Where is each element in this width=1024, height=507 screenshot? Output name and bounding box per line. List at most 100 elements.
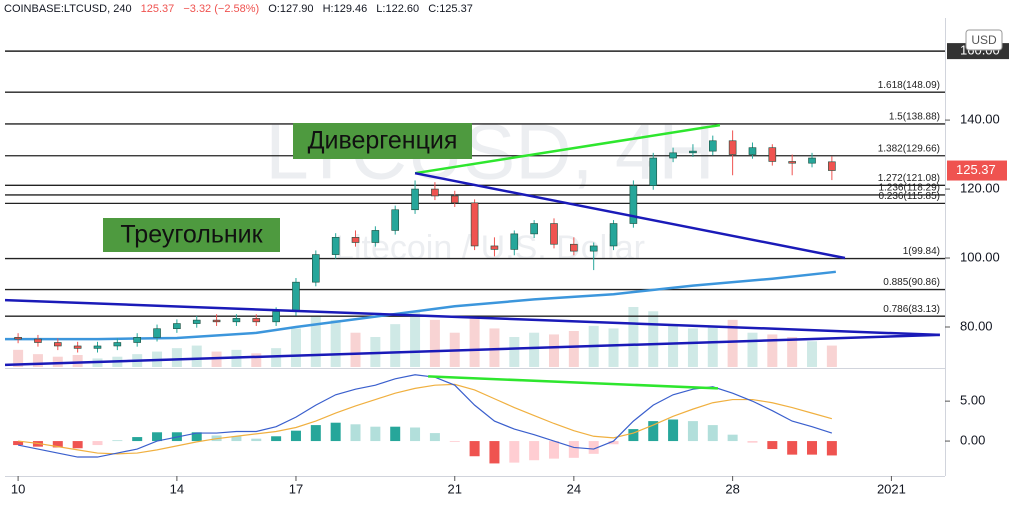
volume-bar <box>489 328 500 367</box>
macd-histogram-bar <box>271 436 282 442</box>
volume-bar <box>52 356 63 367</box>
volume-bar <box>529 332 540 367</box>
candle-body <box>748 147 757 155</box>
volume-bar <box>787 337 798 367</box>
volume-bar <box>191 345 202 367</box>
fib-label: 1(99.84) <box>903 246 940 257</box>
moving-average <box>5 270 836 341</box>
macd-histogram-bar <box>608 441 619 445</box>
annotation-text: Треугольник <box>120 221 263 249</box>
candle-body <box>788 161 796 164</box>
trendline <box>5 333 940 367</box>
fib-label: 1.618(148.09) <box>878 80 940 91</box>
macd-histogram-bar <box>469 441 480 457</box>
macd-histogram-bar <box>132 437 143 442</box>
macd-histogram-bar <box>509 441 520 463</box>
macd-histogram-bar <box>410 427 421 442</box>
volume-bar <box>251 353 262 367</box>
volume-bar <box>469 315 480 367</box>
candle-body <box>510 233 519 250</box>
macd-histogram-bar <box>112 440 123 442</box>
y-tick-label: 80.00 <box>960 318 993 333</box>
candle-body <box>93 345 102 349</box>
currency: USD <box>971 33 997 47</box>
x-tick-label: 21 <box>448 481 462 496</box>
macd-histogram-bar <box>648 421 659 442</box>
candle-body <box>133 337 141 343</box>
candle-body <box>272 311 280 323</box>
fib-label: 1.272(121.08) <box>878 173 940 184</box>
candle-body <box>173 323 181 330</box>
candle-body <box>609 223 618 247</box>
volume-bar <box>171 348 182 367</box>
last-price-label: 125.37 <box>956 162 996 177</box>
close: C:125.37 <box>428 3 473 15</box>
candle-body <box>808 157 816 164</box>
macd-histogram-bar <box>290 430 301 442</box>
fib-label: 0.885(90.86) <box>883 277 940 288</box>
x-tick-label: 14 <box>170 481 184 496</box>
annotation-text: Дивергенция <box>308 127 458 155</box>
candle-body <box>351 237 360 243</box>
candle-body <box>470 202 479 247</box>
candle-body <box>192 319 201 324</box>
macd-y-tick-label: 5.00 <box>960 393 985 408</box>
volume-bar <box>826 345 837 367</box>
candle-body <box>450 195 459 204</box>
macd-histogram-bar <box>628 429 639 442</box>
volume-bar <box>390 324 401 367</box>
volume-bar <box>687 328 698 367</box>
x-tick-label: 10 <box>11 481 25 496</box>
candle-body <box>728 140 737 155</box>
macd-histogram-bar <box>529 441 540 461</box>
macd-histogram-bar <box>13 441 24 446</box>
volume-bar <box>32 354 43 367</box>
fib-label: 0.786(83.13) <box>883 304 940 315</box>
change: −3.32 (−2.58%) <box>183 3 260 15</box>
candle-body <box>113 342 122 347</box>
volume-bar <box>330 319 341 367</box>
candle-body <box>768 147 777 162</box>
macd-histogram-bar <box>826 441 837 456</box>
volume-bar <box>767 334 778 367</box>
volume-bar <box>72 355 83 367</box>
candle-body <box>669 152 677 159</box>
candle-body <box>629 185 638 224</box>
volume-bar <box>608 328 619 367</box>
macd-histogram-bar <box>687 421 698 442</box>
macd-histogram-bar <box>787 441 798 455</box>
signal-line <box>18 383 833 455</box>
macd-histogram-bar <box>429 433 440 442</box>
macd-histogram-bar <box>568 441 579 458</box>
annotation-box <box>293 123 472 159</box>
macd-histogram-bar <box>350 424 361 442</box>
macd-line <box>17 374 833 458</box>
watermark-sub: Litecoin / U.S. Dollar <box>335 229 645 267</box>
x-tick-label: 24 <box>567 481 581 496</box>
macd-histogram-bar <box>390 426 401 442</box>
volume-bar <box>807 341 818 367</box>
currency-box <box>965 29 1003 51</box>
macd-histogram-bar <box>152 432 163 442</box>
low: L:122.60 <box>376 3 420 15</box>
macd-histogram-bar <box>489 441 500 464</box>
macd-histogram-bar <box>807 441 818 455</box>
y-tick-label: 100.00 <box>960 249 1000 264</box>
candle-body <box>232 318 241 323</box>
trendline <box>5 298 940 337</box>
x-tick-label: 28 <box>725 481 739 496</box>
macd-histogram-bar <box>52 441 63 448</box>
candle-body <box>14 337 22 340</box>
macd-histogram-bar <box>310 425 321 442</box>
symbol-header: COINBASE:LTCUSD, 240 125.37 −3.32 (−2.58… <box>4 3 479 15</box>
candle-body <box>411 188 419 211</box>
volume-bar <box>747 332 758 367</box>
macd-histogram-bar <box>251 438 262 442</box>
fib-label: 1.382(129.66) <box>878 143 940 154</box>
candle-body <box>391 209 400 231</box>
macd-histogram-bar <box>449 441 460 442</box>
volume-bar <box>628 307 639 367</box>
volume-bar <box>350 332 361 367</box>
volume-bar <box>707 325 718 367</box>
